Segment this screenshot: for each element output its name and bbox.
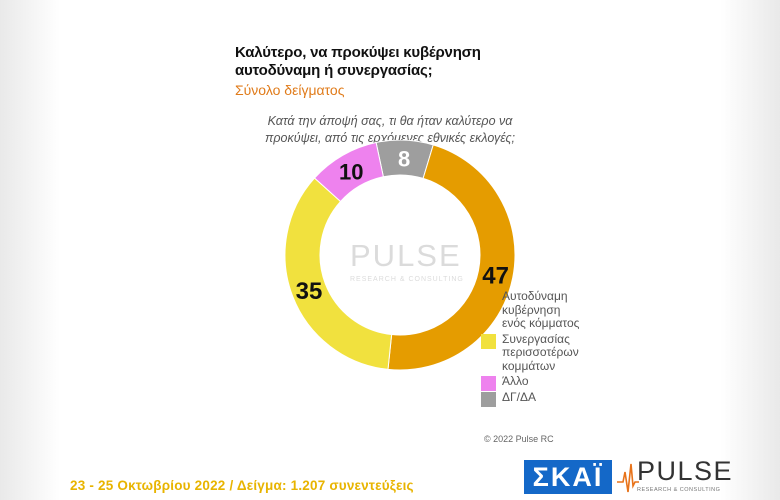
donut-chart: 8 47 35 10 <box>284 140 516 371</box>
pulse-wave-icon <box>617 463 639 493</box>
legend-item: Συνεργασίας περισσοτέρων κομμάτων <box>481 331 584 374</box>
legend-label: Αυτοδύναμη κυβέρνηση ενός κόμματος <box>502 289 580 330</box>
legend-label: Άλλο <box>502 374 529 388</box>
pulse-logo: PULSE RESEARCH & CONSULTING <box>617 456 732 498</box>
copyright: © 2022 Pulse RC <box>484 434 554 444</box>
skai-logo: ΣΚΑΪ <box>524 460 612 494</box>
legend: Αυτοδύναμη κυβέρνηση ενός κόμματος Συνερ… <box>481 289 584 407</box>
slice-dgda <box>387 144 516 371</box>
legend-label: ΔΓ/ΔΑ <box>502 389 536 404</box>
legend-swatch-allo <box>481 376 496 391</box>
data-label-synergasia: 10 <box>339 160 363 185</box>
legend-swatch-autodynami <box>481 291 496 306</box>
pulse-logo-word: PULSE <box>637 456 734 486</box>
slice-synergasia <box>313 141 384 203</box>
data-label-allo: 8 <box>398 147 410 172</box>
legend-item: Άλλο <box>481 374 584 391</box>
data-label-dgda: 47 <box>482 262 509 289</box>
slice-autodynami <box>284 177 393 370</box>
data-label-autodynami: 35 <box>296 278 323 305</box>
legend-swatch-dgda <box>481 391 496 407</box>
pulse-logo-sub: RESEARCH & CONSULTING <box>637 487 721 493</box>
legend-label: Συνεργασίας περισσοτέρων κομμάτων <box>502 331 579 373</box>
legend-swatch-synergasia <box>481 333 496 349</box>
survey-question: Κατά την άποψή σας, τι θα ήταν καλύτερο … <box>264 114 516 145</box>
legend-item: Αυτοδύναμη κυβέρνηση ενός κόμματος <box>481 289 584 331</box>
footer-sample-info: 23 - 25 Οκτωβρίου 2022 / Δείγμα: 1.207 σ… <box>70 478 414 493</box>
chart-subtitle: Σύνολο δείγματος <box>235 82 345 98</box>
legend-item: ΔΓ/ΔΑ <box>481 389 584 407</box>
chart-title: Καλύτερο, να προκύψει κυβέρνηση αυτοδύνα… <box>235 44 481 79</box>
